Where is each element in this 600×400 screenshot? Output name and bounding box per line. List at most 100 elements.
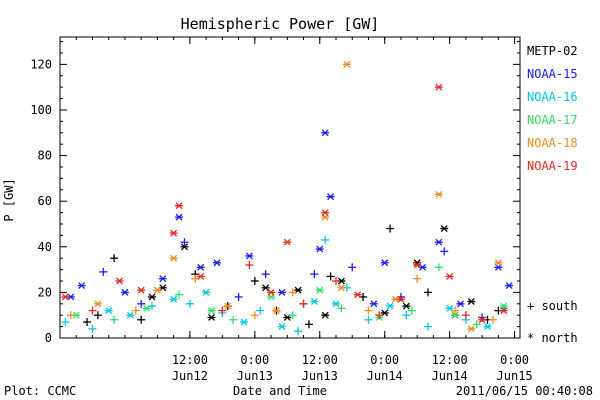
marker-stroke — [213, 259, 221, 267]
south-point — [137, 299, 146, 308]
marker-stroke — [440, 225, 448, 233]
series-noaa-16 — [61, 235, 508, 336]
marker-stroke — [467, 325, 475, 333]
marker-stroke — [170, 295, 178, 303]
y-tick-label: 80 — [38, 149, 52, 163]
marker-stroke — [381, 259, 389, 267]
north-point — [240, 318, 248, 326]
north-point — [77, 282, 86, 290]
north-point — [413, 261, 422, 269]
north-point — [93, 300, 102, 308]
south-point — [88, 324, 97, 333]
marker-stroke — [116, 277, 123, 285]
north-point — [467, 325, 476, 333]
marker-stroke — [484, 323, 491, 331]
north-point — [120, 288, 129, 296]
marker-stroke — [321, 311, 329, 319]
south-point — [348, 263, 357, 272]
marker-stroke — [451, 311, 459, 319]
north-point — [505, 282, 514, 290]
north-point — [315, 245, 324, 253]
south-point — [472, 320, 481, 329]
marker-stroke — [94, 300, 102, 308]
south-point — [310, 270, 319, 279]
marker-stroke — [446, 272, 454, 280]
south-point — [110, 315, 119, 324]
north-point — [337, 284, 346, 292]
marker-stroke — [262, 284, 270, 292]
marker-stroke — [435, 83, 443, 91]
x-tick-label: 12:00 — [302, 353, 338, 367]
south-point — [185, 299, 194, 308]
south-point — [61, 318, 70, 327]
south-point — [93, 311, 102, 320]
marker-stroke — [224, 302, 232, 310]
north-point — [494, 259, 503, 267]
north-point — [321, 129, 330, 137]
north-point — [169, 229, 178, 237]
south-point — [88, 306, 97, 315]
x-tick-label: 0:00 — [240, 353, 269, 367]
south-point — [180, 238, 189, 247]
marker-stroke — [467, 298, 475, 305]
marker-stroke — [197, 272, 205, 280]
north-point — [180, 243, 189, 251]
south-point — [288, 311, 297, 320]
marker-stroke — [413, 261, 421, 269]
marker-stroke — [386, 302, 394, 310]
marker-stroke — [343, 60, 351, 68]
north-point — [310, 298, 319, 305]
south-point — [424, 288, 432, 297]
south-point — [218, 306, 227, 315]
north-point — [499, 307, 508, 315]
marker-stroke — [337, 284, 345, 292]
marker-stroke — [505, 282, 513, 290]
marker-stroke — [61, 293, 69, 301]
y-tick-label: 120 — [30, 57, 52, 71]
marker-stroke — [494, 259, 502, 267]
south-point — [326, 272, 335, 281]
north-point — [137, 286, 146, 294]
north-point — [207, 314, 216, 321]
marker-stroke — [240, 318, 248, 326]
north-point — [212, 259, 221, 267]
north-point — [321, 209, 330, 217]
marker-stroke — [72, 311, 80, 319]
series-noaa-15 — [66, 129, 514, 322]
south-point — [245, 261, 254, 270]
north-point — [402, 302, 411, 310]
north-point — [175, 202, 184, 210]
legend: METP-02 NOAA-15 NOAA-16 NOAA-17 NOAA-18 NOAA-… — [527, 44, 578, 345]
south-point — [110, 254, 119, 263]
marker-stroke — [159, 275, 167, 283]
south-point — [66, 311, 75, 320]
south-point — [413, 274, 422, 283]
south-point — [137, 315, 146, 324]
south-point — [299, 299, 308, 308]
south-point — [402, 311, 411, 320]
north-point — [483, 323, 492, 331]
marker-stroke — [208, 307, 215, 315]
marker-stroke — [67, 293, 75, 301]
south-point — [434, 263, 443, 272]
marker-stroke — [419, 263, 427, 271]
y-tick-label: 0 — [45, 331, 52, 345]
north-point — [223, 302, 232, 310]
marker-stroke — [446, 304, 454, 312]
north-point — [451, 311, 460, 319]
north-point — [369, 300, 378, 308]
marker-stroke — [181, 243, 188, 251]
north-point — [115, 277, 124, 285]
x-tick-label: Jun13 — [302, 369, 338, 383]
x-tick-label: Jun12 — [172, 369, 208, 383]
north-point — [277, 288, 286, 296]
marker-stroke — [175, 202, 183, 210]
marker-stroke — [457, 300, 464, 308]
south-point — [304, 320, 313, 329]
north-point — [207, 307, 216, 315]
marker-stroke — [153, 286, 161, 294]
x-tick-label: 12:00 — [172, 353, 208, 367]
north-point — [61, 293, 70, 301]
x-axis-label: Date and Time — [233, 384, 327, 398]
marker-stroke — [402, 302, 410, 310]
